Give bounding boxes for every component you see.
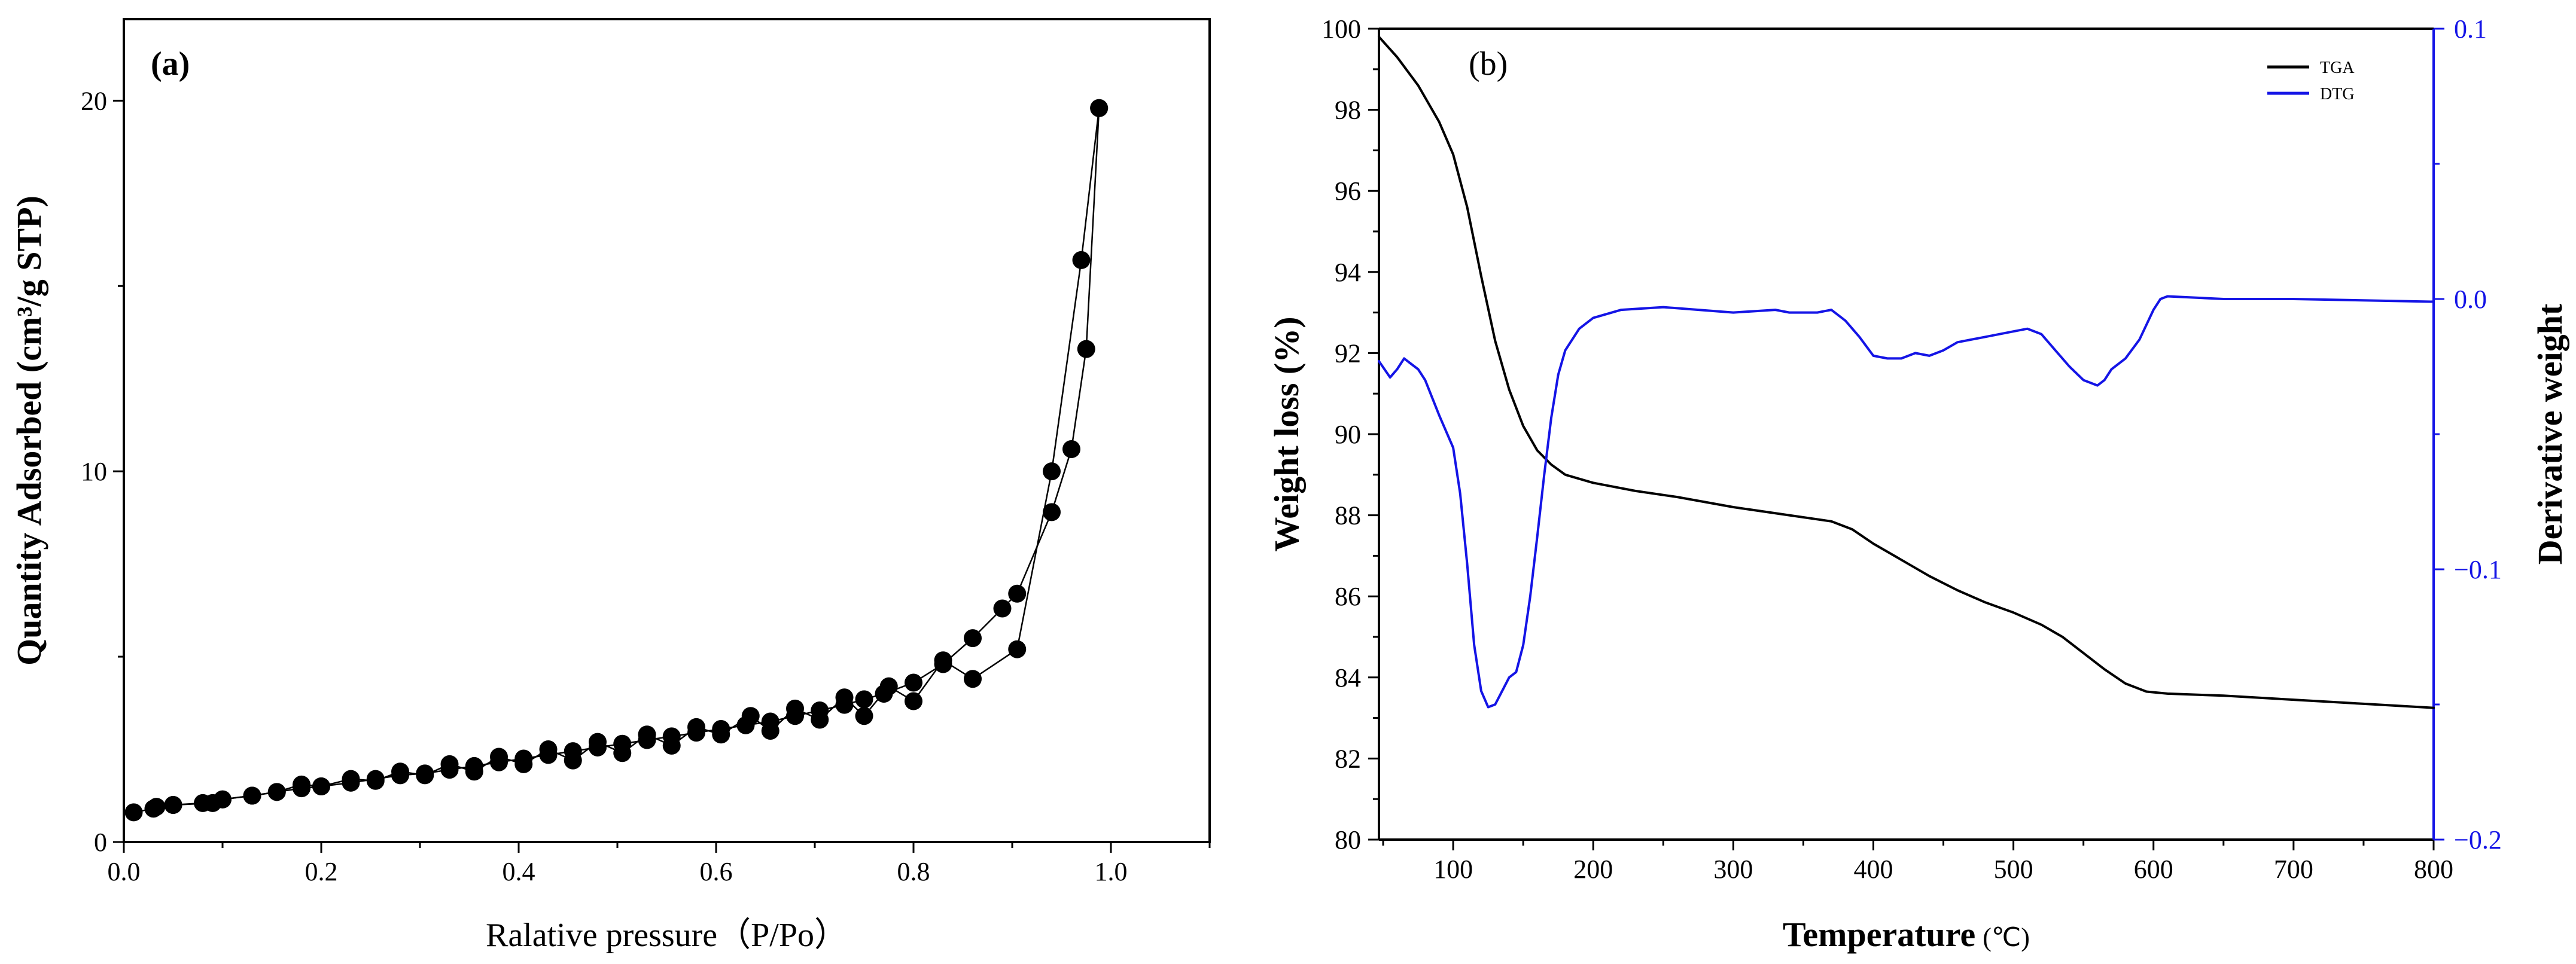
adsorption-point bbox=[964, 629, 982, 648]
desorption-point bbox=[741, 707, 760, 725]
panel-label: (a) bbox=[151, 45, 190, 83]
adsorption-point bbox=[905, 673, 922, 692]
panel-b-tga-dtg: 100 200 300 400 500 600 700 800 80 82 84 86 88 90 92 94… bbox=[1267, 14, 2569, 954]
desorption-point bbox=[687, 718, 705, 736]
y2-tick-label: −0.1 bbox=[2454, 555, 2502, 584]
desorption-point bbox=[391, 762, 409, 781]
adsorption-point bbox=[855, 690, 873, 709]
desorption-point bbox=[1008, 640, 1027, 658]
desorption-point bbox=[761, 722, 780, 740]
series-line-dtg bbox=[1378, 295, 2435, 709]
desorption-point bbox=[312, 777, 330, 796]
desorption-point bbox=[835, 688, 854, 707]
x-axis-label: Temperature (℃) bbox=[1783, 915, 2030, 954]
y-tick-label: 80 bbox=[1335, 825, 1361, 855]
desorption-point bbox=[855, 707, 873, 725]
legend-label-tga: TGA bbox=[2320, 59, 2355, 77]
desorption-point bbox=[416, 766, 434, 785]
desorption-point bbox=[490, 748, 508, 766]
desorption-point bbox=[366, 771, 385, 790]
y-tick-label: 84 bbox=[1335, 663, 1361, 693]
desorption-point bbox=[662, 736, 681, 755]
series-line-adsorption bbox=[133, 108, 1100, 813]
desorption-point bbox=[638, 725, 656, 744]
y-tick-label: 0 bbox=[94, 828, 107, 857]
desorption-point bbox=[465, 762, 483, 781]
desorption-point bbox=[905, 692, 922, 710]
desorption-point bbox=[342, 770, 360, 788]
y-tick-label: 90 bbox=[1335, 420, 1361, 449]
adsorption-point bbox=[1043, 503, 1061, 521]
y-axis-label: Weight loss (%) bbox=[1267, 316, 1306, 551]
x-tick-label: 300 bbox=[1713, 855, 1753, 884]
x-axis-label-unit: (℃) bbox=[1983, 923, 2030, 952]
desorption-point bbox=[293, 775, 310, 794]
desorption-point bbox=[147, 798, 166, 816]
desorption-point bbox=[1072, 251, 1091, 269]
y-axis-label: Quantity Adsorbed (cm³/g STP) bbox=[10, 196, 48, 666]
y-tick-label: 96 bbox=[1335, 176, 1361, 206]
y-tick-label: 98 bbox=[1335, 96, 1361, 125]
x-tick-label: 0.8 bbox=[897, 857, 930, 886]
desorption-point bbox=[811, 710, 829, 729]
desorption-point bbox=[712, 725, 730, 744]
adsorption-point bbox=[124, 803, 143, 822]
desorption-point bbox=[589, 733, 607, 751]
plot-frame bbox=[123, 18, 1211, 843]
y-tick-label: 94 bbox=[1335, 258, 1361, 287]
x-axis-label-text: Temperature bbox=[1783, 915, 1975, 954]
x-tick-label: 600 bbox=[2134, 855, 2173, 884]
x-tick-label: 100 bbox=[1433, 855, 1473, 884]
desorption-point bbox=[934, 651, 952, 670]
desorption-point bbox=[564, 751, 582, 770]
panel-label: (b) bbox=[1469, 45, 1508, 83]
y-tick-label: 10 bbox=[81, 457, 107, 486]
desorption-point bbox=[440, 755, 459, 773]
y-tick-label: 92 bbox=[1335, 338, 1361, 368]
y2-tick-label: −0.2 bbox=[2454, 825, 2502, 855]
y2-tick-label: 0.1 bbox=[2454, 14, 2487, 44]
x-tick-label: 0.6 bbox=[700, 857, 733, 886]
desorption-point bbox=[514, 755, 533, 773]
series-line-tga bbox=[1378, 35, 2435, 709]
series-line-desorption bbox=[156, 108, 1100, 808]
x-tick-label: 800 bbox=[2414, 855, 2453, 884]
desorption-point bbox=[964, 670, 982, 688]
x-tick-label: 1.0 bbox=[1095, 857, 1128, 886]
desorption-point bbox=[1090, 99, 1109, 117]
adsorption-point bbox=[993, 599, 1012, 618]
y2-axis-label: Derivative weight bbox=[2531, 303, 2569, 565]
desorption-point bbox=[164, 796, 182, 814]
desorption-point bbox=[613, 744, 632, 762]
adsorption-point bbox=[1062, 440, 1080, 458]
y-tick-label: 88 bbox=[1335, 501, 1361, 530]
desorption-point bbox=[267, 783, 286, 801]
y2-tick-label: 0.0 bbox=[2454, 285, 2487, 314]
desorption-point bbox=[1043, 462, 1061, 481]
panel-a-bet-isotherm: 0.0 0.2 0.4 0.6 0.8 1.0 0 10 20 (a) Ralative press… bbox=[10, 18, 1211, 954]
desorption-point bbox=[243, 786, 261, 805]
x-tick-label: 0.2 bbox=[305, 857, 338, 886]
y-tick-label: 20 bbox=[81, 86, 107, 115]
desorption-point bbox=[786, 699, 804, 718]
x-tick-label: 0.4 bbox=[503, 857, 535, 886]
x-tick-label: 500 bbox=[1994, 855, 2033, 884]
desorption-point bbox=[203, 794, 222, 812]
y-tick-label: 100 bbox=[1322, 14, 1361, 44]
x-axis-label: Ralative pressure（P/Po） bbox=[486, 917, 848, 954]
desorption-point bbox=[539, 740, 558, 759]
x-tick-label: 200 bbox=[1573, 855, 1613, 884]
legend-label-dtg: DTG bbox=[2320, 85, 2355, 103]
desorption-point bbox=[879, 677, 898, 695]
y-tick-label: 86 bbox=[1335, 582, 1361, 611]
x-tick-label: 400 bbox=[1853, 855, 1893, 884]
x-tick-label: 700 bbox=[2274, 855, 2313, 884]
x-tick-label: 0.0 bbox=[108, 857, 141, 886]
adsorption-point bbox=[1008, 584, 1027, 603]
y-tick-label: 82 bbox=[1335, 744, 1361, 773]
adsorption-point bbox=[1077, 340, 1095, 358]
